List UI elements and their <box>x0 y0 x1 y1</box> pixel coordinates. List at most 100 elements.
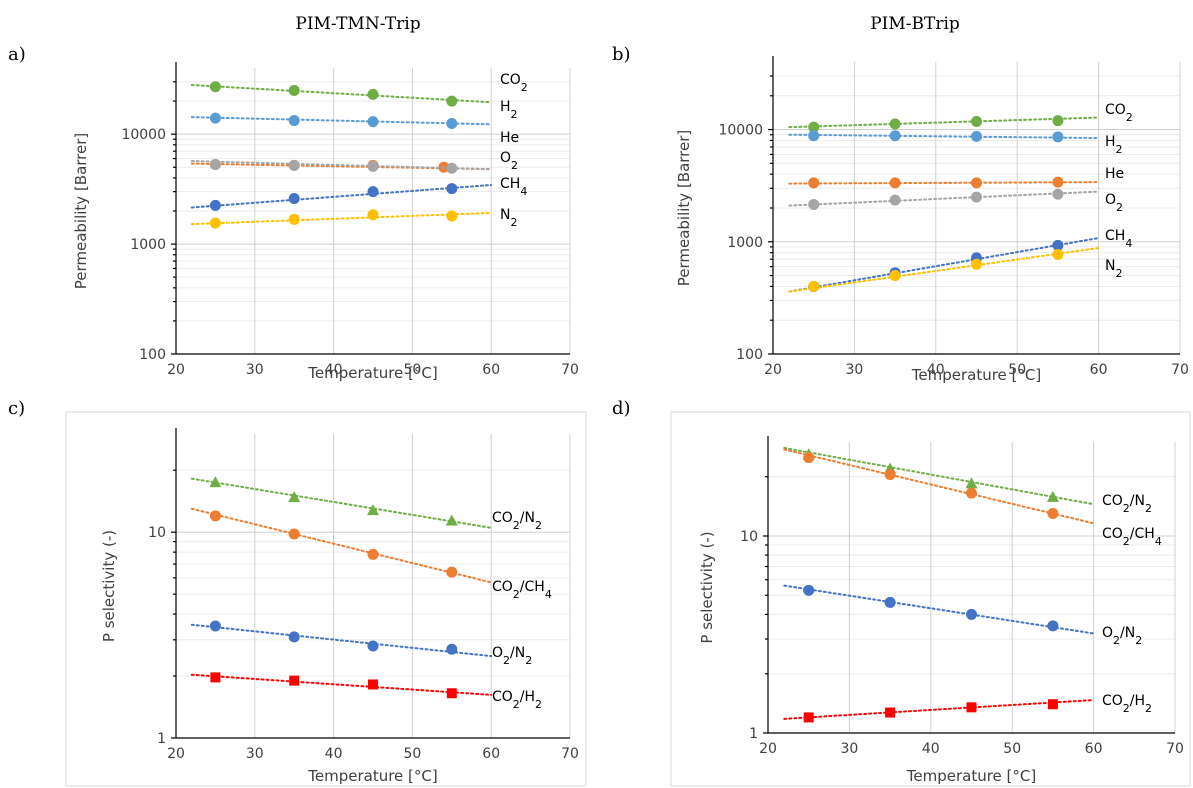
panel-b-series-co2-label-part: 2 <box>1126 111 1133 124</box>
panel-b-series-h2-point <box>889 130 901 142</box>
panel-b-series-h2-point <box>808 130 820 142</box>
panel-d-series-co2-ch4-point <box>884 469 896 481</box>
panel-b-series-co2-point <box>808 121 820 133</box>
panel-b-series-h2-point <box>971 130 982 142</box>
panel-d-x-tick-label: 70 <box>1166 741 1184 757</box>
panel-c-series-co2-n2-point <box>445 514 458 526</box>
panel-a-series-n2-point <box>446 210 458 222</box>
panel-d-series-co2-n2-label: CO2/N2 <box>1102 493 1152 515</box>
panel-c-x-tick-label: 40 <box>325 746 343 762</box>
panel-d-series-co2-h2-point <box>885 707 896 718</box>
panel-b-series-ch4-label-part: 4 <box>1125 237 1132 250</box>
panel-c-series-co2-n2-label-part: 2 <box>513 519 520 532</box>
panel-d-series-co2-n2-point <box>1046 490 1059 502</box>
panel-c-series-o2-n2-label-part: /N <box>510 645 525 661</box>
panel-b-series-o2-trendline <box>788 190 1100 207</box>
panel-c-series-co2-ch4-label-part: /CH <box>520 579 545 595</box>
panel-d-x-tick-label: 50 <box>1003 741 1021 757</box>
panel-c-series-o2-n2-trendline <box>190 623 493 658</box>
panel-a-x-tick-label: 40 <box>325 362 343 378</box>
panel-c-x-tick-label: 50 <box>403 746 421 762</box>
panel-b-series-he-point <box>889 177 901 189</box>
column-title-right: PIM-BTrip <box>870 14 960 34</box>
panel-b-series-n2-point <box>1052 249 1064 261</box>
panel-b-x-tick-label: 70 <box>1171 362 1189 378</box>
panel-a-series-n2-point <box>288 213 300 225</box>
panel-b-y-axis-title: Permeability [Barrer] <box>675 130 693 287</box>
panel-b-series-h2-label-part: H <box>1105 134 1116 150</box>
panel-a-series-ch4-point <box>288 192 300 204</box>
panel-c-series-co2-h2-trendline <box>190 673 493 696</box>
panel-c-series-co2-ch4-point <box>446 566 458 578</box>
panel-b-series-h2-label-part: 2 <box>1116 143 1123 156</box>
panel-c-series-co2-h2-label-part: CO <box>492 689 513 705</box>
panel-c-series-o2-n2-label: O2/N2 <box>492 645 532 667</box>
panel-c-series-co2-n2-label: CO2/N2 <box>492 510 542 532</box>
panel-c-series-co2-h2-label-part: 2 <box>513 698 520 711</box>
panel-a-series-h2-trendline <box>190 116 493 126</box>
panel-c-series-co2-n2-trendline <box>190 477 493 529</box>
panel-a-series-n2-label: N2 <box>500 207 517 229</box>
panel-d-y-axis-title: P selectivity (-) <box>698 531 716 643</box>
panel-d-series-co2-n2-label-part: 2 <box>1145 502 1152 515</box>
panel-a-series-o2-point <box>367 160 379 172</box>
panel-b-series-h2-label: H2 <box>1105 134 1123 156</box>
panel-a-series-o2-label-part: O <box>500 150 511 166</box>
panel-label-d: d) <box>612 398 631 419</box>
panel-a-series-h2-point <box>446 118 458 130</box>
panel-c-series-co2-n2-label-part: /N <box>520 510 535 526</box>
panel-d-series-co2-n2-label-part: /N <box>1130 493 1145 509</box>
panel-c-series-co2-ch4-trendline <box>190 507 493 584</box>
panel-a-series-co2-point <box>367 88 379 100</box>
panel-c-series-co2-n2-label-part: CO <box>492 510 513 526</box>
panel-a-y-axis-title: Permeability [Barrer] <box>72 133 90 290</box>
panel-c-series-co2-h2-point <box>446 688 457 699</box>
panel-a-series-co2-label-part: 2 <box>521 81 528 94</box>
panel-a-series-co2-trendline <box>190 84 493 104</box>
panel-b-series-h2-trendline <box>788 133 1100 140</box>
panel-c-series-co2-n2-point <box>367 504 379 516</box>
panel-b-series-o2-point <box>1052 188 1064 200</box>
panel-b-x-tick-label: 20 <box>764 362 782 378</box>
panel-b-series-he-label-part: He <box>1105 166 1124 182</box>
panel-d-series-co2-ch4-point <box>803 452 815 464</box>
panel-c-series-o2-n2-point <box>209 620 221 632</box>
panel-d-series-co2-h2-label-part: 2 <box>1123 702 1130 715</box>
panel-b-series-o2-label-part: 2 <box>1116 201 1123 214</box>
panel-a-series-co2-label: CO2 <box>500 72 528 94</box>
panel-a-series-o2-point <box>288 159 300 171</box>
panel-b-series-co2-trendline <box>788 116 1100 129</box>
panel-d-series-o2-n2-label-part: /N <box>1120 625 1135 641</box>
panel-a-series-n2-label-part: 2 <box>510 216 517 229</box>
panel-a-series-o2-point <box>209 158 221 170</box>
panel-b-series-he-trendline <box>788 181 1100 185</box>
panel-label-c: c) <box>8 398 26 419</box>
panel-b-series-co2-point <box>971 115 982 127</box>
panel-a-series-n2-point <box>367 209 379 221</box>
panel-c-series-co2-ch4-point <box>209 510 221 522</box>
panel-d-series-co2-h2-point <box>1047 699 1058 710</box>
panel-c-x-tick-label: 60 <box>482 746 500 762</box>
panel-a-series-n2-point <box>209 217 221 229</box>
panel-c-series-o2-n2-point <box>288 631 300 643</box>
panel-b-series-n2-label: N2 <box>1105 258 1122 280</box>
panel-b-series-ch4-label-part: CH <box>1105 228 1125 244</box>
panel-a-y-tick-label: 100 <box>139 347 166 363</box>
panel-b-series-n2-point <box>808 280 820 292</box>
panel-c-x-tick-label: 70 <box>561 746 579 762</box>
panel-c-y-tick-label: 1 <box>157 731 166 747</box>
panel-d-x-tick-label: 20 <box>759 741 777 757</box>
panel-b-y-tick-label: 100 <box>736 347 763 363</box>
panel-a-series-o2-label: O2 <box>500 150 518 172</box>
panel-c-series-co2-h2-label-part: 2 <box>535 698 542 711</box>
panel-a-series-he-label-part: He <box>500 130 519 146</box>
panel-d-x-tick-label: 40 <box>922 741 940 757</box>
panel-d-series-co2-n2-trendline <box>783 446 1095 506</box>
panel-a-series-h2-point <box>209 112 221 124</box>
panel-b-series-o2-point <box>971 191 982 203</box>
panel-a-x-tick-label: 50 <box>403 362 421 378</box>
panel-d-y-tick-label: 1 <box>749 726 758 742</box>
panel-a-series-ch4-point <box>367 186 379 198</box>
panel-a-series-ch4-point <box>209 199 221 211</box>
